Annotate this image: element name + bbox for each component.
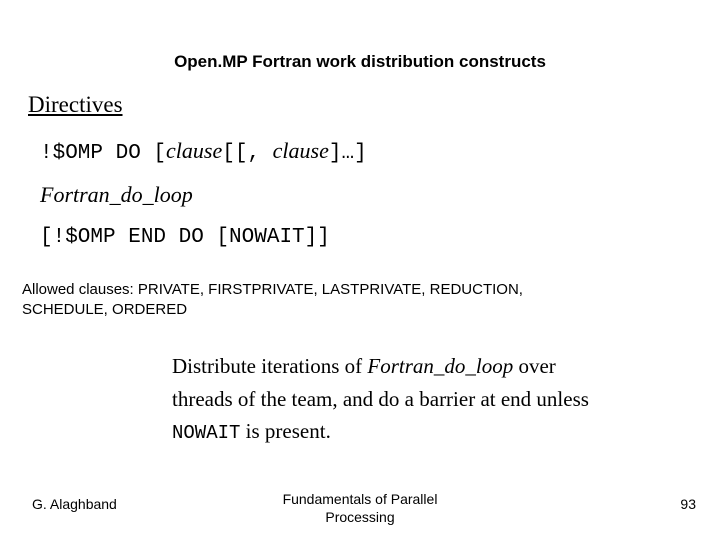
syntax-clause: clause: [273, 138, 329, 163]
footer-page-number: 93: [680, 496, 696, 512]
syntax-block: !$OMP DO [clause[[, clause]…] Fortran_do…: [40, 130, 367, 258]
syntax-text: !$OMP DO [: [40, 142, 166, 165]
allowed-clauses: Allowed clauses: PRIVATE, FIRSTPRIVATE, …: [22, 280, 523, 321]
directives-heading: Directives: [28, 92, 123, 118]
syntax-line-3: [!$OMP END DO [NOWAIT]]: [40, 218, 367, 258]
description-text: Distribute iterations of: [172, 354, 367, 378]
description-block: Distribute iterations of Fortran_do_loop…: [172, 350, 602, 449]
description-text: is present.: [240, 419, 330, 443]
syntax-fortran-loop: Fortran_do_loop: [40, 182, 193, 207]
slide: Open.MP Fortran work distribution constr…: [0, 0, 720, 540]
syntax-text: ]…]: [329, 142, 367, 165]
footer-title: Fundamentals of Parallel Processing: [0, 491, 720, 526]
allowed-clauses-line: SCHEDULE, ORDERED: [22, 300, 523, 320]
footer-title-line: Processing: [0, 509, 720, 527]
description-nowait: NOWAIT: [172, 422, 240, 444]
syntax-clause: clause: [166, 138, 222, 163]
syntax-line-1: !$OMP DO [clause[[, clause]…]: [40, 130, 367, 174]
syntax-line-2: Fortran_do_loop: [40, 174, 367, 218]
allowed-clauses-line: Allowed clauses: PRIVATE, FIRSTPRIVATE, …: [22, 280, 523, 300]
syntax-text: [[,: [222, 142, 272, 165]
description-fortran-loop: Fortran_do_loop: [367, 354, 513, 378]
footer-title-line: Fundamentals of Parallel: [0, 491, 720, 509]
slide-title: Open.MP Fortran work distribution constr…: [0, 52, 720, 72]
